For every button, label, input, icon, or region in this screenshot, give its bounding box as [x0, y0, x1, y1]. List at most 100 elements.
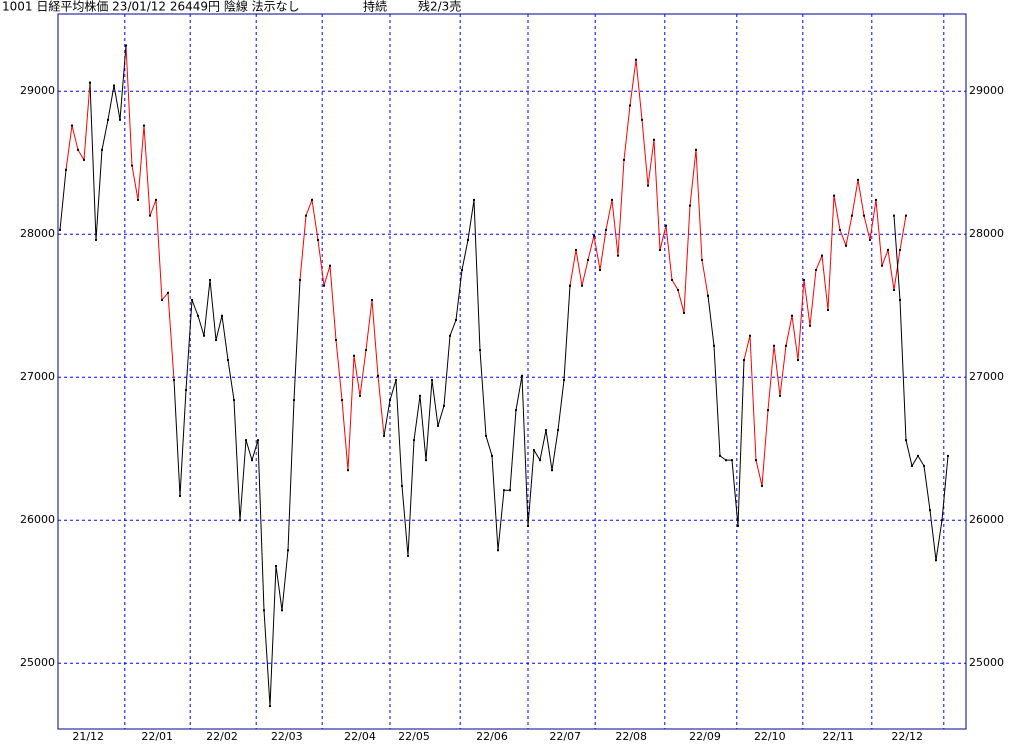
x-tick-label: 22/10 [754, 730, 786, 743]
price-point [479, 349, 481, 352]
price-point [809, 324, 811, 327]
price-point [701, 258, 703, 261]
price-point [803, 278, 805, 281]
price-point [449, 334, 451, 337]
y2-tick-label: 26000 [969, 513, 1004, 526]
price-point [851, 214, 853, 217]
price-point [941, 519, 943, 522]
price-point [689, 204, 691, 207]
price-point [893, 288, 895, 291]
y-tick-label: 29000 [20, 84, 55, 97]
price-point [785, 344, 787, 347]
price-point [203, 334, 205, 337]
price-point [497, 549, 499, 552]
price-point [89, 81, 91, 84]
chart-title: 1001 日経平均株価 23/01/12 26449円 陰線 法示なし [2, 0, 300, 14]
price-point [881, 264, 883, 267]
price-point [461, 268, 463, 271]
x-tick-label: 22/05 [398, 730, 430, 743]
price-point [569, 284, 571, 287]
price-point [845, 244, 847, 247]
price-point [161, 299, 163, 301]
price-point [335, 339, 337, 342]
price-point [899, 299, 901, 301]
y-tick-label: 25000 [20, 656, 55, 669]
price-point [119, 118, 121, 121]
price-point [731, 459, 733, 462]
price-point [563, 379, 565, 382]
price-point [437, 424, 439, 427]
price-point [599, 268, 601, 271]
price-point [143, 124, 145, 127]
price-point [905, 439, 907, 442]
price-point [587, 258, 589, 261]
price-point [869, 238, 871, 241]
price-point [59, 228, 61, 231]
price-point [605, 228, 607, 231]
price-point [311, 198, 313, 201]
y2-tick-label: 28000 [969, 227, 1004, 240]
price-point [551, 469, 553, 472]
price-point [413, 439, 415, 442]
price-point [467, 238, 469, 241]
y-tick-label: 28000 [20, 227, 55, 240]
price-point [929, 509, 931, 512]
price-point [155, 198, 157, 201]
price-point [305, 214, 307, 217]
price-point [677, 288, 679, 291]
price-point [281, 609, 283, 612]
price-point [791, 314, 793, 317]
price-point [557, 429, 559, 432]
price-point [827, 309, 829, 312]
price-point [545, 429, 547, 432]
price-point [401, 484, 403, 487]
price-point [629, 104, 631, 107]
price-point [665, 224, 667, 227]
x-tick-label: 22/04 [344, 730, 376, 743]
price-point [737, 524, 739, 527]
price-point [95, 238, 97, 241]
price-point [101, 148, 103, 151]
price-point [761, 484, 763, 487]
price-point [371, 299, 373, 301]
price-point [275, 564, 277, 567]
price-point [521, 374, 523, 377]
price-point [833, 194, 835, 197]
price-point [341, 399, 343, 402]
price-point [491, 454, 493, 457]
price-point [185, 389, 187, 392]
price-point [329, 264, 331, 267]
price-point [917, 454, 919, 457]
price-point [935, 559, 937, 562]
price-point [839, 228, 841, 231]
x-tick-label: 22/07 [549, 730, 581, 743]
price-point [71, 124, 73, 127]
price-point [365, 349, 367, 352]
price-point [893, 214, 895, 217]
price-point [641, 118, 643, 121]
price-point [623, 158, 625, 161]
price-point [419, 394, 421, 397]
price-line [59, 45, 949, 707]
price-point [887, 248, 889, 251]
price-point [533, 449, 535, 452]
price-point [947, 454, 949, 457]
price-point [647, 184, 649, 187]
price-point [683, 311, 685, 314]
price-point [425, 459, 427, 462]
y-tick-label: 27000 [20, 370, 55, 383]
price-point [593, 234, 595, 237]
price-point [209, 278, 211, 281]
price-point [251, 459, 253, 462]
price-point [233, 399, 235, 402]
price-point [299, 278, 301, 281]
price-point [635, 58, 637, 61]
price-point [173, 379, 175, 382]
price-point [455, 319, 457, 322]
price-point [779, 394, 781, 397]
price-point [137, 198, 139, 201]
price-point [815, 268, 817, 271]
price-point [431, 379, 433, 382]
